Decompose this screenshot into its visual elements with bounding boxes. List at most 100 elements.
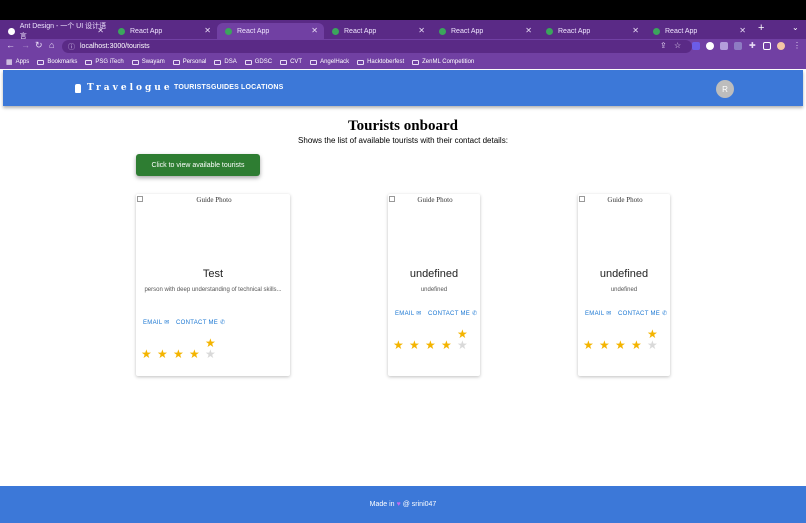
bookmark-folder[interactable]: Personal xyxy=(172,59,206,65)
url-bar[interactable]: ⓘ localhost:3000/tourists xyxy=(62,40,692,53)
tourist-card: Guide Photo Test person with deep unders… xyxy=(136,194,290,376)
close-icon[interactable]: ✕ xyxy=(204,26,211,35)
star-icon[interactable]: ★ xyxy=(409,338,420,352)
bookmark-apps[interactable]: ▦ Apps xyxy=(6,59,30,66)
phone-icon: ✆ xyxy=(220,320,226,326)
nav-guides[interactable]: GUIDES xyxy=(211,84,240,91)
tab-title: React App xyxy=(237,27,270,35)
star-icon[interactable]: ★ xyxy=(631,338,642,352)
tourist-card: Guide Photo undefined undefined EMAIL ✉ … xyxy=(578,194,670,376)
footer-author: @ srini047 xyxy=(402,501,437,508)
star-icon[interactable]: ★ xyxy=(393,338,404,352)
folder-icon xyxy=(280,59,288,65)
sidebar-icon[interactable] xyxy=(763,42,771,50)
browser-tab[interactable]: React App ✕ xyxy=(431,23,538,39)
tab-favicon-icon xyxy=(118,27,125,35)
bookmark-folder[interactable]: DSA xyxy=(214,59,237,65)
share-icon[interactable]: ⇪ xyxy=(660,41,667,50)
phone-icon: ✆ xyxy=(662,311,668,317)
tourist-card: Guide Photo undefined undefined EMAIL ✉ … xyxy=(388,194,480,376)
star-icon[interactable]: ★ xyxy=(599,338,610,352)
email-button[interactable]: EMAIL ✉ xyxy=(143,320,170,326)
star-empty-icon[interactable]: ★ xyxy=(205,347,216,361)
tab-favicon-icon xyxy=(225,27,232,35)
bookmark-folder[interactable]: GDSC xyxy=(244,59,272,65)
star-icon[interactable]: ★ xyxy=(157,347,168,361)
bookmark-folder[interactable]: Hacktoberfest xyxy=(357,59,404,65)
star-icon[interactable]: ★ xyxy=(583,338,594,352)
close-icon[interactable]: ✕ xyxy=(97,26,104,35)
star-icon[interactable]: ★ xyxy=(189,347,200,361)
tab-title: React App xyxy=(665,27,698,35)
browser-tab[interactable]: React App ✕ xyxy=(324,23,431,39)
reload-icon[interactable]: ↻ xyxy=(35,40,43,50)
puzzle-icon[interactable]: ✚ xyxy=(749,41,756,50)
bookmark-folder[interactable]: PSG iTech xyxy=(85,59,124,65)
avatar[interactable]: R xyxy=(716,80,734,98)
star-empty-icon[interactable]: ★ xyxy=(457,338,468,352)
browser-tab[interactable]: React App ✕ xyxy=(645,23,752,39)
view-tourists-button[interactable]: Click to view available tourists xyxy=(136,154,260,176)
close-icon[interactable]: ✕ xyxy=(311,26,318,35)
email-button[interactable]: EMAIL ✉ xyxy=(585,311,612,317)
star-empty-icon[interactable]: ★ xyxy=(647,338,658,352)
app-logo[interactable]: Travelogue xyxy=(75,83,173,93)
tab-title: React App xyxy=(130,27,163,35)
bookmark-folder[interactable]: ZenML Competition xyxy=(412,59,474,65)
forward-arrow-icon[interactable]: → xyxy=(21,40,30,50)
extension-icon[interactable] xyxy=(720,42,728,50)
bookmark-folder[interactable]: CVT xyxy=(280,59,302,65)
close-icon[interactable]: ✕ xyxy=(418,26,425,35)
tab-favicon-icon xyxy=(546,27,553,35)
star-hover-icon[interactable]: ★ xyxy=(457,327,468,341)
apps-grid-icon: ▦ xyxy=(6,59,13,66)
heart-icon: ♥ xyxy=(396,501,401,508)
tab-title: React App xyxy=(344,27,377,35)
browser-tab[interactable]: React App ✕ xyxy=(110,23,217,39)
nav-locations[interactable]: LOCATIONS xyxy=(241,84,284,91)
star-icon[interactable]: ★ xyxy=(173,347,184,361)
footer-made-in: Made in xyxy=(369,501,395,508)
bookmark-folder[interactable]: Bookmarks xyxy=(37,59,77,65)
folder-icon xyxy=(357,59,365,65)
extension-icon[interactable] xyxy=(734,42,742,50)
close-icon[interactable]: ✕ xyxy=(739,26,746,35)
site-info-icon[interactable]: ⓘ xyxy=(68,43,75,51)
tab-title: Ant Design - 一个 UI 设计语言 xyxy=(19,23,107,40)
tab-search-chevron-icon[interactable]: ⌄ xyxy=(792,23,799,32)
tab-favicon-icon xyxy=(653,27,660,35)
bookmark-folder[interactable]: AngelHack xyxy=(310,59,349,65)
browser-tab[interactable]: Ant Design - 一个 UI 设计语言 ✕ xyxy=(0,23,110,40)
star-hover-icon[interactable]: ★ xyxy=(205,336,216,350)
tab-strip: Ant Design - 一个 UI 设计语言 ✕ React App ✕ Re… xyxy=(0,20,806,40)
close-icon[interactable]: ✕ xyxy=(632,26,639,35)
browser-tab-active[interactable]: React App ✕ xyxy=(217,23,324,39)
nav-tourists[interactable]: TOURISTS xyxy=(174,84,211,91)
tourist-name: Test xyxy=(202,268,224,280)
mail-icon: ✉ xyxy=(416,311,422,317)
broken-image-icon xyxy=(137,196,143,202)
star-icon[interactable]: ★ xyxy=(425,338,436,352)
back-arrow-icon[interactable]: ← xyxy=(6,40,15,50)
tourist-description: undefined xyxy=(610,287,638,293)
guide-photo: Guide Photo xyxy=(607,196,643,204)
menu-dots-icon[interactable]: ⋮ xyxy=(793,41,801,50)
page-title: Tourists onboard xyxy=(348,118,458,134)
contact-button[interactable]: CONTACT ME ✆ xyxy=(428,311,478,317)
new-tab-plus-icon[interactable]: + xyxy=(758,22,765,34)
home-icon[interactable]: ⌂ xyxy=(49,40,55,50)
close-icon[interactable]: ✕ xyxy=(525,26,532,35)
email-button[interactable]: EMAIL ✉ xyxy=(395,311,422,317)
extension-icon[interactable] xyxy=(692,42,700,50)
star-hover-icon[interactable]: ★ xyxy=(647,327,658,341)
star-icon[interactable]: ★ xyxy=(141,347,152,361)
star-icon[interactable]: ★ xyxy=(615,338,626,352)
browser-tab[interactable]: React App ✕ xyxy=(538,23,645,39)
contact-button[interactable]: CONTACT ME ✆ xyxy=(176,320,226,326)
contact-button[interactable]: CONTACT ME ✆ xyxy=(618,311,668,317)
bookmark-folder[interactable]: Swayam xyxy=(131,59,165,65)
star-icon[interactable]: ★ xyxy=(441,338,452,352)
profile-icon[interactable] xyxy=(777,42,785,50)
bookmark-star-icon[interactable]: ☆ xyxy=(674,41,682,50)
extension-icon[interactable] xyxy=(706,42,714,50)
